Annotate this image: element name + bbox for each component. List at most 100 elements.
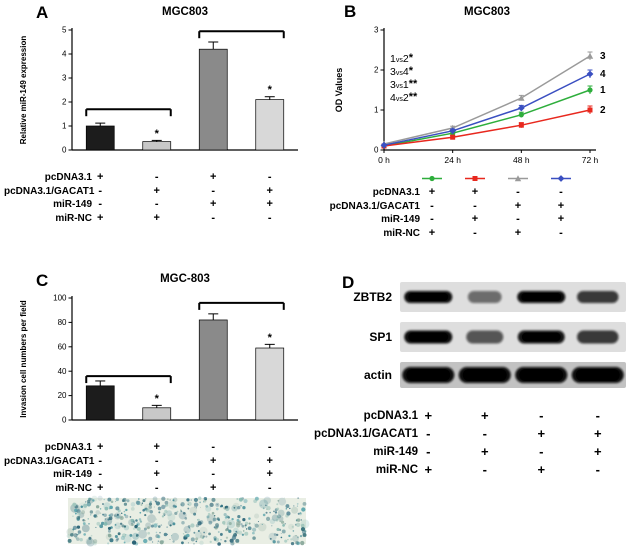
condition-sign: - (211, 211, 216, 224)
condition-sign: - (482, 462, 487, 477)
micrograph-cell (217, 518, 221, 522)
condition-row: miR-NC + + - - (4, 211, 310, 227)
x-tick-label: 48 h (513, 155, 530, 165)
micrograph-cell (187, 542, 189, 544)
micrograph-cell (238, 530, 243, 535)
micrograph-cell (131, 523, 134, 527)
condition-sign: - (211, 184, 216, 197)
micrograph-cell (169, 538, 171, 540)
condition-sign: + (210, 171, 217, 183)
micrograph-cell (107, 497, 112, 502)
significance-star: * (268, 84, 273, 96)
micrograph-cell (242, 506, 246, 510)
micrograph-cell (102, 513, 105, 516)
micrograph-cell (90, 514, 92, 516)
western-blot: ZBTB2 SP1 actin (353, 282, 626, 388)
micrograph-cell (107, 533, 112, 538)
micrograph-cell (290, 538, 293, 541)
condition-sign: - (426, 444, 431, 459)
micrograph-cell (190, 537, 195, 542)
condition-label: miR-NC (375, 464, 418, 476)
blot-band (577, 330, 619, 344)
micrograph-cell (288, 534, 291, 538)
micrograph-cell (193, 497, 199, 502)
micrograph-cell (109, 538, 114, 543)
micrograph-cell (85, 501, 87, 503)
micrograph-cell (193, 512, 197, 516)
condition-label: miR-149 (373, 446, 418, 458)
micrograph-cell (82, 522, 86, 525)
micrograph-cell (116, 514, 120, 519)
micrograph-blob (195, 531, 203, 539)
blot-band (577, 291, 619, 303)
condition-label: pcDNA3.1 (372, 187, 420, 198)
condition-sign: - (154, 481, 159, 494)
curve-number-label: 4 (600, 69, 606, 80)
micrograph-cell (265, 511, 268, 514)
micrograph-blob (278, 497, 287, 506)
condition-sign: + (428, 226, 436, 239)
micrograph-cell (244, 524, 247, 527)
micrograph-cell (199, 501, 201, 504)
micrograph-cell (275, 518, 279, 522)
micrograph-cell (149, 500, 152, 504)
micrograph-cell (138, 518, 142, 521)
micrograph-cell (245, 528, 248, 530)
micrograph-cell (66, 534, 71, 538)
micrograph-blob (189, 506, 198, 515)
micrograph-cell (102, 503, 104, 505)
micrograph-cell (93, 514, 96, 518)
condition-sign: + (514, 226, 522, 239)
micrograph-cell (92, 499, 95, 502)
series-marker-triangle (586, 52, 594, 59)
condition-label: pcDNA3.1 (44, 442, 92, 453)
condition-row: miR-149- - + + (4, 198, 310, 213)
micrograph-cell (103, 498, 105, 501)
legend-marker-glyph (508, 175, 528, 182)
condition-label: pcDNA3.1/GACAT1 (314, 428, 418, 440)
condition-sign: + (593, 444, 602, 459)
blot-band (466, 330, 504, 344)
micrograph-cell (296, 503, 299, 505)
condition-matrix-b: pcDNA3.1 + + - - pcDNA3.1/GACAT1- - + + miR-149- +… (314, 186, 634, 241)
micrograph-cell (148, 505, 153, 509)
condition-label: miR-NC (55, 212, 92, 224)
micrograph-cell (75, 536, 78, 539)
bar (255, 347, 285, 421)
micrograph-cell (300, 519, 303, 521)
condition-sign: + (471, 186, 479, 198)
micrograph-cell (225, 507, 229, 512)
micrograph-cell (77, 511, 82, 516)
micrograph-cell (185, 531, 187, 533)
micrograph-cell (219, 532, 223, 536)
condition-sign: - (98, 468, 103, 480)
x-tick-label: 0 h (378, 155, 390, 165)
micrograph-cell (157, 540, 160, 543)
micrograph-cell (276, 540, 280, 544)
micrograph-cell (138, 498, 140, 500)
bar (142, 141, 172, 151)
micrograph-cell (190, 499, 193, 501)
condition-sign: + (537, 462, 546, 477)
micrograph-cell (230, 541, 235, 546)
y-axis-label: Relative miR-149 expression (19, 36, 28, 145)
micrograph-cell (208, 532, 211, 536)
blot-strip (400, 282, 626, 312)
condition-sign: - (154, 171, 159, 183)
micrograph-cell (117, 532, 121, 536)
micrograph-cell (83, 533, 86, 536)
condition-label: miR-NC (55, 482, 92, 494)
condition-label: miR-149 (53, 469, 92, 480)
micrograph-cell (299, 535, 303, 538)
series-marker-circle (429, 175, 435, 182)
micrograph-blob (205, 505, 212, 512)
micrograph-blob (97, 495, 103, 501)
micrograph-cell (74, 512, 77, 515)
micrograph-cell (103, 521, 108, 526)
panel-a-label: A (36, 3, 49, 22)
micrograph-blob (132, 532, 140, 540)
condition-row: pcDNA3.1 + + - - (314, 186, 634, 201)
micrograph-blob (168, 500, 177, 510)
micrograph-cell (188, 527, 191, 529)
micrograph-cell (108, 514, 111, 517)
